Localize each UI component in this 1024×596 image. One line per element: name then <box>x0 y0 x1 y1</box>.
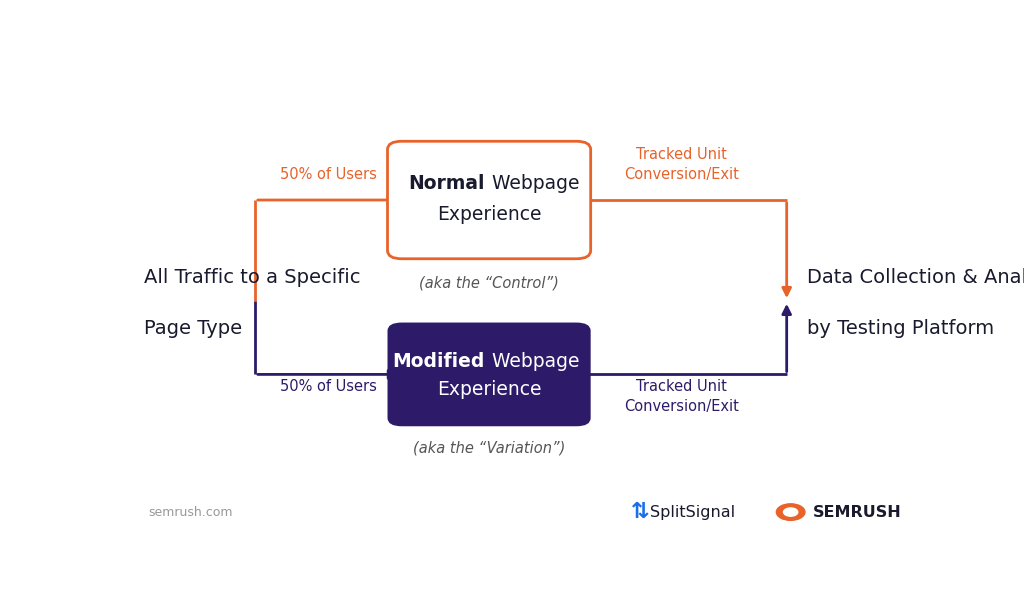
Text: Normal: Normal <box>409 175 485 194</box>
FancyBboxPatch shape <box>387 141 591 259</box>
FancyBboxPatch shape <box>387 322 591 426</box>
Text: ⇅: ⇅ <box>631 502 649 522</box>
Text: Tracked Unit
Conversion/Exit: Tracked Unit Conversion/Exit <box>624 147 739 182</box>
Text: SplitSignal: SplitSignal <box>650 505 735 520</box>
Circle shape <box>783 508 798 516</box>
Text: All Traffic to a Specific: All Traffic to a Specific <box>143 268 360 287</box>
Text: (aka the “Control”): (aka the “Control”) <box>419 276 559 291</box>
Text: Webpage: Webpage <box>486 352 580 371</box>
Text: Webpage: Webpage <box>486 175 580 194</box>
Circle shape <box>776 504 805 520</box>
Text: (aka the “Variation”): (aka the “Variation”) <box>413 441 565 456</box>
Text: 50% of Users: 50% of Users <box>280 167 377 182</box>
Text: Experience: Experience <box>437 380 542 399</box>
Text: Experience: Experience <box>437 205 542 224</box>
Text: by Testing Platform: by Testing Platform <box>807 319 993 339</box>
Text: semrush.com: semrush.com <box>147 505 232 519</box>
Text: 50% of Users: 50% of Users <box>280 379 377 394</box>
Text: SEMRUSH: SEMRUSH <box>813 505 901 520</box>
Text: Data Collection & Analysis: Data Collection & Analysis <box>807 268 1024 287</box>
Text: Modified: Modified <box>393 352 485 371</box>
Text: Page Type: Page Type <box>143 319 242 339</box>
Text: Tracked Unit
Conversion/Exit: Tracked Unit Conversion/Exit <box>624 379 739 414</box>
